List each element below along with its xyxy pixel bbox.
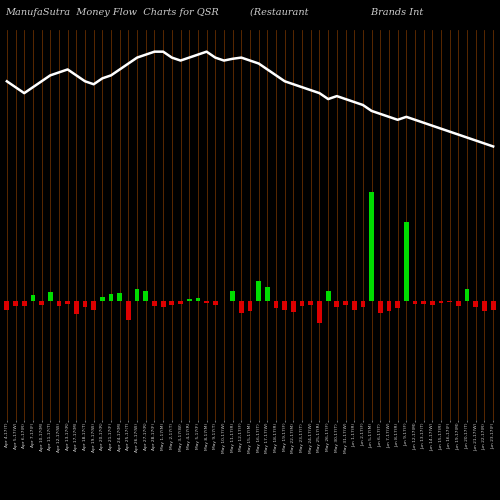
Bar — [126, 301, 131, 320]
Bar — [291, 301, 296, 312]
Bar — [118, 293, 122, 301]
Bar — [161, 301, 166, 308]
Bar — [48, 292, 52, 301]
Bar — [39, 301, 44, 305]
Bar — [326, 291, 330, 301]
Bar — [74, 301, 78, 314]
Bar — [395, 301, 400, 308]
Bar — [100, 296, 105, 301]
Bar — [352, 301, 356, 310]
Bar — [178, 301, 183, 304]
Bar — [92, 301, 96, 310]
Bar — [213, 301, 218, 305]
Bar — [412, 301, 418, 304]
Bar — [230, 291, 235, 301]
Bar — [369, 192, 374, 301]
Bar — [386, 301, 392, 310]
Bar — [196, 298, 200, 301]
Bar — [13, 301, 18, 306]
Bar — [300, 301, 304, 306]
Bar — [430, 301, 435, 305]
Text: ManufaSutra  Money Flow  Charts for QSR          (Restaurant                    : ManufaSutra Money Flow Charts for QSR (R… — [5, 8, 423, 16]
Bar — [448, 301, 452, 302]
Bar — [464, 289, 469, 301]
Bar — [265, 286, 270, 301]
Bar — [170, 301, 174, 305]
Bar — [82, 301, 87, 308]
Bar — [30, 296, 36, 301]
Bar — [22, 301, 26, 306]
Bar — [152, 301, 157, 306]
Bar — [438, 301, 444, 303]
Bar — [144, 291, 148, 301]
Bar — [274, 301, 278, 308]
Bar — [482, 301, 487, 310]
Bar — [204, 301, 209, 303]
Bar — [474, 301, 478, 308]
Bar — [343, 301, 348, 305]
Bar — [248, 301, 252, 310]
Bar — [65, 301, 70, 304]
Bar — [308, 301, 313, 305]
Bar — [317, 301, 322, 322]
Bar — [134, 289, 140, 301]
Bar — [491, 301, 496, 310]
Bar — [334, 301, 339, 308]
Bar — [239, 301, 244, 313]
Bar — [4, 301, 9, 310]
Bar — [360, 301, 366, 308]
Bar — [456, 301, 461, 306]
Bar — [378, 301, 382, 313]
Bar — [422, 301, 426, 304]
Bar — [256, 282, 261, 301]
Bar — [56, 301, 62, 306]
Bar — [187, 298, 192, 301]
Bar — [282, 301, 287, 310]
Bar — [108, 294, 114, 301]
Bar — [404, 222, 408, 301]
